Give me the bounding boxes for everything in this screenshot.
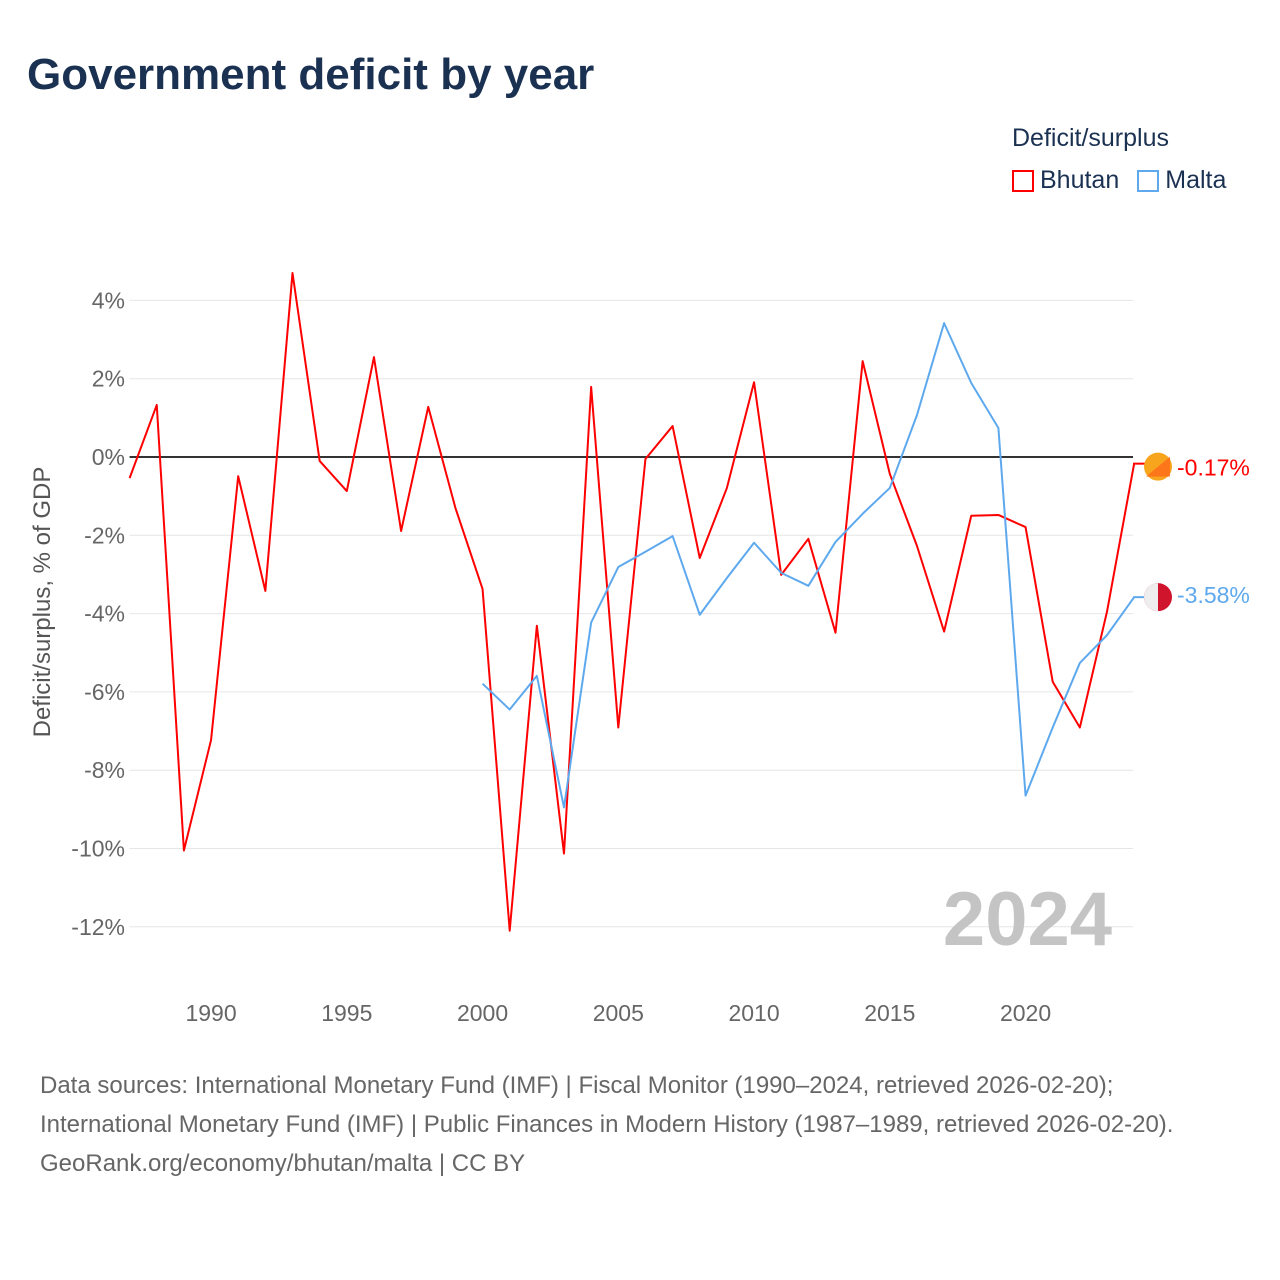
footer: Data sources: International Monetary Fun…	[40, 1066, 1240, 1183]
bhutan-flag-icon	[1146, 456, 1170, 477]
legend-swatch-malta	[1137, 169, 1160, 192]
y-tick-label: 2%	[92, 366, 125, 392]
x-tick-label: 2000	[457, 1000, 508, 1026]
y-axis-label: Deficit/surplus, % of GDP	[29, 467, 56, 738]
y-tick-label: 0%	[92, 444, 125, 470]
x-tick-label: 2015	[864, 1000, 915, 1026]
end-value-label: -3.58%	[1177, 582, 1250, 608]
legend-swatch-bhutan	[1012, 169, 1034, 192]
y-tick-label: -8%	[84, 757, 125, 783]
series-line-bhutan	[128, 271, 1136, 932]
legend: Bhutan Malta	[1012, 166, 1226, 195]
y-tick-label: -10%	[71, 836, 125, 862]
x-tick-label: 1995	[321, 1000, 372, 1026]
y-tick-label: -2%	[84, 522, 125, 548]
data-sources: Data sources: International Monetary Fun…	[40, 1072, 1174, 1138]
end-value-label: -0.17%	[1177, 455, 1250, 481]
y-tick-label: -6%	[84, 679, 125, 705]
credit-link[interactable]: GeoRank.org/economy/bhutan/malta | CC BY	[40, 1150, 526, 1177]
y-tick-label: -12%	[71, 914, 125, 940]
legend-label: Malta	[1165, 166, 1227, 194]
x-tick-label: 1990	[185, 1000, 236, 1026]
x-tick-label: 2005	[593, 1000, 644, 1026]
legend-item-malta[interactable]: Malta	[1137, 166, 1226, 195]
year-label: 2024	[943, 877, 1112, 962]
legend-item-bhutan[interactable]: Bhutan	[1012, 166, 1119, 195]
legend-label: Bhutan	[1040, 166, 1120, 194]
x-tick-label: 2010	[728, 1000, 779, 1026]
line-chart: 4% 2% 0% -2% -4% -6% -8% -10% -12% 1990 1995 2000 20…	[29, 271, 1250, 1026]
legend-title: Deficit/surplus	[1012, 124, 1169, 152]
y-tick-label: 4%	[92, 287, 125, 313]
x-tick-label: 2020	[1000, 1000, 1051, 1026]
series-line-malta	[481, 322, 1135, 809]
malta-flag-icon	[1144, 583, 1158, 612]
y-tick-label: -4%	[84, 601, 125, 627]
page-title: Government deficit by year	[27, 50, 595, 99]
